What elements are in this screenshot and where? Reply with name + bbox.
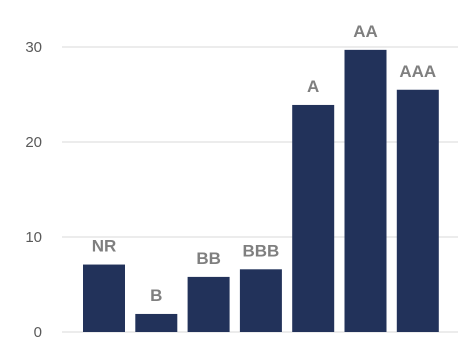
- bar-nr: [83, 264, 125, 332]
- bar-label-aa: AA: [353, 22, 378, 41]
- bar-label-bbb: BBB: [242, 241, 279, 260]
- bar-label-aaa: AAA: [399, 62, 436, 81]
- bar-aaa: [396, 89, 439, 332]
- y-tick-label: 20: [25, 134, 42, 151]
- bars: [83, 49, 439, 332]
- bar-bb: [187, 276, 230, 332]
- y-tick-label: 10: [25, 229, 42, 246]
- bar-label-bb: BB: [196, 249, 221, 268]
- y-tick-label: 30: [25, 39, 42, 56]
- bar-aa: [344, 49, 387, 332]
- y-tick-label: 0: [34, 324, 42, 341]
- bar-bbb: [239, 269, 282, 332]
- bar-label-b: B: [150, 286, 162, 305]
- bar-a: [292, 104, 335, 332]
- bar-label-a: A: [307, 77, 319, 96]
- bar-b: [135, 313, 178, 332]
- bar-label-nr: NR: [92, 237, 117, 256]
- y-axis-tick-labels: 0 10 20 30: [25, 39, 42, 341]
